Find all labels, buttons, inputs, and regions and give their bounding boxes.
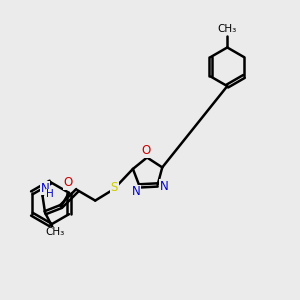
- Text: O: O: [141, 145, 150, 158]
- Text: S: S: [111, 181, 118, 194]
- Text: CH₃: CH₃: [45, 227, 64, 237]
- Text: N: N: [131, 185, 140, 198]
- Text: N: N: [40, 182, 49, 195]
- Text: CH₃: CH₃: [218, 24, 237, 34]
- Text: O: O: [63, 176, 73, 189]
- Text: N: N: [160, 180, 169, 193]
- Text: H: H: [46, 189, 54, 199]
